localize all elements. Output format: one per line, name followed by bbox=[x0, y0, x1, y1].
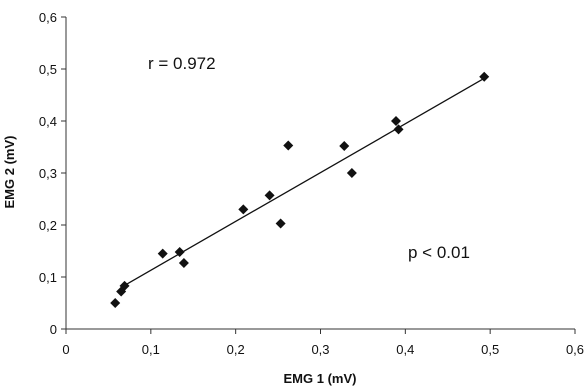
data-point bbox=[157, 248, 168, 259]
data-point bbox=[283, 140, 294, 151]
x-tick-label: 0,2 bbox=[227, 342, 245, 357]
x-tick-label: 0,5 bbox=[481, 342, 499, 357]
y-tick-label: 0 bbox=[50, 322, 57, 337]
x-tick-label: 0 bbox=[62, 342, 69, 357]
y-tick-label: 0,3 bbox=[39, 166, 57, 181]
data-point bbox=[346, 168, 357, 178]
data-point bbox=[339, 140, 350, 151]
y-tick-label: 0,4 bbox=[39, 114, 57, 129]
p-value-annotation: p < 0.01 bbox=[408, 243, 470, 262]
data-point bbox=[238, 204, 249, 215]
y-axis-title: EMG 2 (mV) bbox=[2, 136, 17, 209]
data-point bbox=[264, 190, 275, 201]
x-tick-label: 0,4 bbox=[396, 342, 414, 357]
data-points bbox=[110, 71, 490, 308]
data-point bbox=[391, 116, 402, 126]
y-tick-label: 0,6 bbox=[39, 10, 57, 25]
data-point bbox=[393, 124, 404, 135]
y-tick-label: 0,1 bbox=[39, 270, 57, 285]
y-tick-label: 0,5 bbox=[39, 62, 57, 77]
x-tick-label: 0,6 bbox=[566, 342, 584, 357]
x-tick-label: 0,3 bbox=[311, 342, 329, 357]
x-tick-label: 0,1 bbox=[142, 342, 160, 357]
y-tick-label: 0,2 bbox=[39, 218, 57, 233]
data-point bbox=[119, 280, 130, 291]
tick-labels: 0 0,1 0,2 0,3 0,4 0,5 0,6 0 0,1 0,2 0,3 0,4 0,5 0,6 bbox=[39, 10, 584, 357]
axes bbox=[61, 16, 576, 334]
data-point bbox=[479, 71, 490, 82]
data-point bbox=[275, 218, 286, 229]
data-point bbox=[178, 257, 189, 268]
data-point bbox=[174, 247, 185, 258]
x-axis-title: EMG 1 (mV) bbox=[284, 371, 357, 386]
correlation-annotation: r = 0.972 bbox=[148, 54, 216, 73]
data-point bbox=[110, 298, 121, 308]
